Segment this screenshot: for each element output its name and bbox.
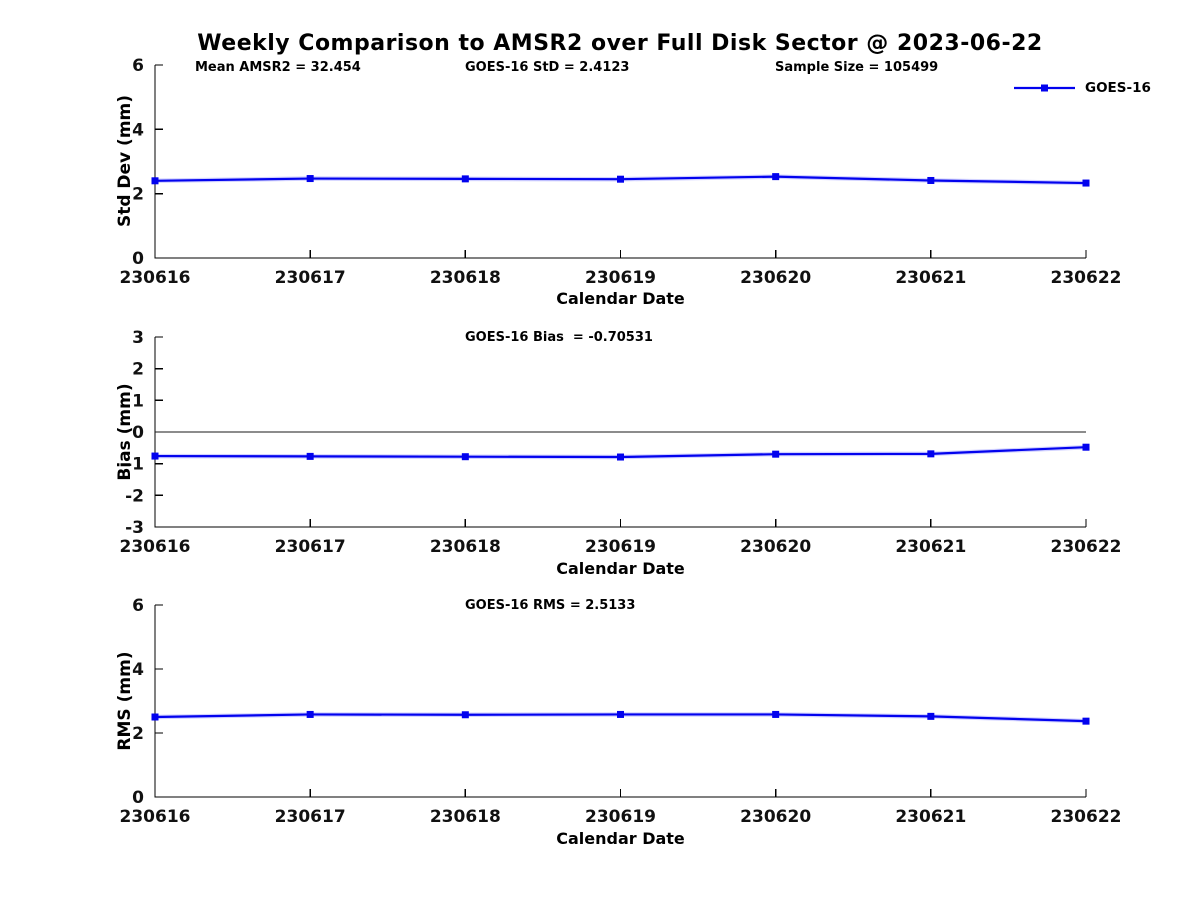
data-marker <box>927 450 935 458</box>
y-tick-label: 2 <box>132 360 144 380</box>
data-marker <box>151 177 159 185</box>
legend: GOES-16 <box>1013 80 1151 96</box>
x-tick-label: 230617 <box>275 807 346 827</box>
data-marker <box>306 710 314 718</box>
x-tick-label: 230616 <box>120 807 191 827</box>
x-tick-label: 230621 <box>895 537 966 557</box>
subplot-std-dev: 0 2 4 6 230616 230617 230618 230619 230620 230621… <box>120 56 1122 288</box>
data-marker <box>1082 179 1090 187</box>
legend-line-icon <box>1014 84 1075 92</box>
x-axis-label-calendar-date-1: Calendar Date <box>556 289 685 308</box>
data-marker <box>617 175 624 183</box>
y-tick-label: 6 <box>132 56 144 76</box>
data-marker <box>927 712 935 720</box>
y-axis-label-stddev: Std Dev (mm) <box>115 94 135 228</box>
data-marker <box>772 710 780 718</box>
y-tick-label: 2 <box>132 185 144 205</box>
y-tick-label: 0 <box>132 423 144 443</box>
data-marker <box>617 710 624 718</box>
data-marker <box>151 452 159 460</box>
data-marker <box>461 453 469 461</box>
x-tick-label: 230621 <box>895 807 966 827</box>
y-tick-label: 6 <box>132 596 144 616</box>
x-tick-label: 230620 <box>740 268 811 288</box>
y-tick-label: -2 <box>125 486 144 506</box>
x-tick-label: 230620 <box>740 807 811 827</box>
y-tick-label: 0 <box>132 249 144 269</box>
page-title: Weekly Comparison to AMSR2 over Full Dis… <box>197 31 1043 56</box>
x-tick-label: 230619 <box>585 268 656 288</box>
data-marker <box>772 450 780 458</box>
x-tick-label: 230622 <box>1051 807 1122 827</box>
y-tick-label: 0 <box>132 788 144 808</box>
x-tick-label: 230620 <box>740 537 811 557</box>
y-axis-label-rms: RMS (mm) <box>115 651 135 751</box>
x-tick-label: 230622 <box>1051 537 1122 557</box>
y-tick-label: 3 <box>132 328 144 348</box>
x-tick-label: 230619 <box>585 537 656 557</box>
x-tick-label: 230616 <box>120 537 191 557</box>
y-tick-label: 1 <box>132 391 144 411</box>
axes-frame <box>154 65 1086 259</box>
annotation-mean-amsr2: Mean AMSR2 = 32.454 <box>195 60 361 75</box>
y-tick-label: -1 <box>125 455 144 475</box>
x-tick-label: 230622 <box>1051 268 1122 288</box>
y-tick-label: 4 <box>132 120 144 140</box>
data-marker <box>1082 717 1090 725</box>
data-marker <box>151 713 159 721</box>
x-tick-label: 230618 <box>430 537 501 557</box>
annotation-sample-size: Sample Size = 105499 <box>775 60 939 75</box>
data-marker <box>306 452 314 460</box>
data-marker <box>927 176 935 184</box>
data-marker <box>1082 443 1090 451</box>
x-tick-label: 230617 <box>275 268 346 288</box>
x-tick-label: 230619 <box>585 807 656 827</box>
data-marker <box>461 711 469 719</box>
x-tick-label: 230616 <box>120 268 191 288</box>
annotation-goes16-bias: GOES-16 Bias = -0.70531 <box>465 330 653 345</box>
y-tick-label: -3 <box>125 518 144 538</box>
data-marker <box>772 173 780 181</box>
x-tick-label: 230621 <box>895 268 966 288</box>
annotation-goes16-rms: GOES-16 RMS = 2.5133 <box>465 598 636 613</box>
data-marker <box>306 175 314 183</box>
y-tick-label: 2 <box>132 724 144 744</box>
x-axis-label-calendar-date-3: Calendar Date <box>556 829 685 848</box>
annotation-goes16-std: GOES-16 StD = 2.4123 <box>465 60 630 75</box>
data-marker <box>461 175 469 183</box>
x-tick-label: 230617 <box>275 537 346 557</box>
y-axis-label-bias: Bias (mm) <box>115 383 135 481</box>
subplot-rms: 0 2 4 6 230616 230617 230618 230619 230620 230621… <box>120 596 1122 827</box>
data-marker <box>617 453 624 461</box>
axes-frame <box>154 605 1086 798</box>
legend-marker <box>1041 84 1048 92</box>
x-axis-label-calendar-date-2: Calendar Date <box>556 559 685 578</box>
legend-label: GOES-16 <box>1085 80 1151 96</box>
y-tick-label: 4 <box>132 660 144 680</box>
x-tick-label: 230618 <box>430 268 501 288</box>
x-tick-label: 230618 <box>430 807 501 827</box>
